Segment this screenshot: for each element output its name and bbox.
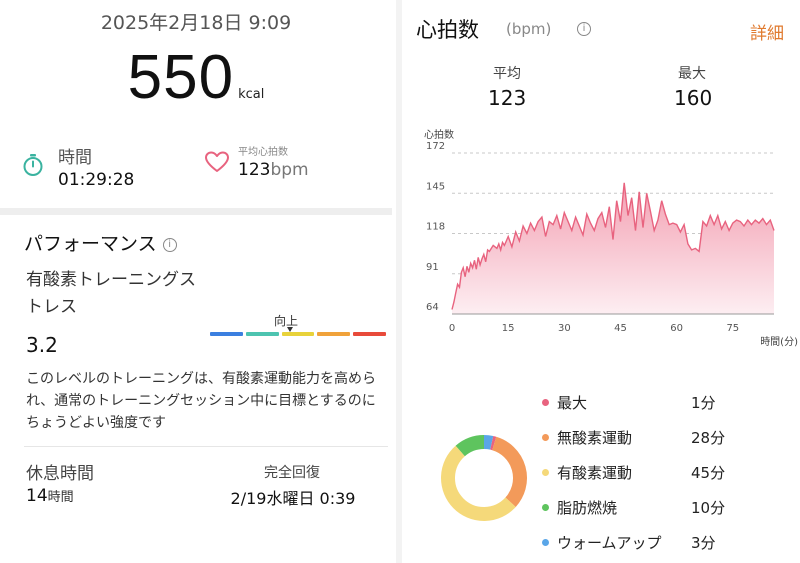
zone-legend-row: 脂肪燃焼 10分 (542, 497, 782, 517)
zone-minutes: 28分 (691, 429, 726, 447)
zone-legend-row: 最大 1分 (542, 392, 782, 412)
rest-time-value: 14時間 (26, 486, 74, 506)
zone-name: ウォームアップ (557, 534, 662, 552)
scale-segment (245, 332, 279, 336)
duration-value: 01:29:28 (58, 170, 135, 190)
x-axis-label: 時間(分) (760, 336, 798, 348)
heart-rate-chart: 心拍数 時間(分) 64 91 118 145 172 0 15 30 45 60 75 (424, 128, 798, 348)
heart-rate-line (451, 182, 775, 310)
zone-slice (441, 445, 516, 521)
y-axis-label: 心拍数 (424, 128, 454, 141)
full-recovery-label: 完全回復 (264, 465, 320, 481)
zone-name: 脂肪燃焼 (557, 499, 618, 517)
aerobic-stress-label: 有酸素トレーニングストレス (26, 270, 196, 317)
zone-name: 最大 (557, 394, 588, 412)
row-divider (24, 446, 388, 447)
zone-color-dot (542, 539, 549, 546)
hr-average-label: 平均 (493, 66, 521, 82)
section-divider (0, 208, 392, 215)
scale-segment (353, 332, 386, 336)
heart-rate-title: 心拍数 (416, 18, 479, 42)
zone-minutes: 1分 (691, 394, 716, 412)
rest-time-number: 14 (26, 486, 48, 506)
duration-label: 時間 (58, 148, 92, 168)
zone-slice (490, 436, 497, 451)
zone-name: 無酸素運動 (557, 429, 633, 447)
zone-color-dot (542, 434, 549, 441)
y-tick-label: 172 (426, 141, 445, 152)
stopwatch-icon (22, 153, 44, 181)
info-icon[interactable]: i (162, 238, 177, 252)
performance-title-text: パフォーマンス (24, 233, 157, 255)
full-recovery-value: 2/19水曜日 0:39 (230, 489, 356, 508)
x-tick-label: 45 (614, 323, 627, 334)
zone-legend-row: 無酸素運動 28分 (542, 427, 782, 447)
zone-name: 有酸素運動 (557, 464, 633, 482)
heart-rate-unit: (bpm) (506, 20, 552, 38)
zone-minutes: 10分 (691, 499, 726, 517)
zone-slice (483, 434, 494, 450)
zone-minutes: 45分 (691, 464, 726, 482)
y-tick-label: 91 (426, 262, 439, 273)
hr-max-label: 最大 (678, 66, 706, 82)
scale-segment (210, 332, 243, 336)
zone-legend-row: 有酸素運動 45分 (542, 462, 782, 482)
calories-unit: kcal (238, 87, 265, 102)
scale-segment (281, 332, 315, 336)
calories-value: 550 (127, 43, 235, 112)
heart-rate-panel: 心拍数 (bpm) i 詳細 平均 123 最大 160 心拍数 時間(分) 6… (402, 0, 800, 563)
x-tick-label: 30 (558, 323, 571, 334)
avg-heart-rate-label: 平均心拍数 (238, 147, 288, 158)
aerobic-stress-value: 3.2 (26, 333, 58, 357)
hr-average-value: 123 (488, 86, 527, 110)
zone-legend-row: ウォームアップ 3分 (542, 532, 782, 552)
zone-donut-chart (441, 434, 527, 521)
performance-title: パフォーマンス i (24, 229, 177, 256)
detail-link[interactable]: 詳細 (750, 24, 784, 44)
zone-color-dot (542, 399, 549, 406)
zone-slice (455, 435, 485, 457)
y-tick-label: 118 (426, 222, 445, 233)
scale-segment (317, 332, 351, 336)
x-tick-label: 0 (449, 323, 455, 334)
zone-minutes: 3分 (691, 534, 716, 552)
x-tick-label: 60 (670, 323, 683, 334)
x-tick-label: 75 (726, 323, 739, 334)
heart-icon (204, 151, 230, 177)
heart-rate-area (452, 182, 774, 314)
x-tick-label: 15 (502, 323, 515, 334)
avg-heart-rate-value: 123bpm (238, 160, 309, 180)
hr-max-value: 160 (674, 86, 713, 110)
panel-separator (396, 0, 402, 563)
zone-color-dot (542, 504, 549, 511)
zone-color-dot (542, 469, 549, 476)
rest-time-unit: 時間 (47, 490, 74, 505)
y-tick-label: 145 (426, 181, 445, 192)
workout-summary-panel: 2025年2月18日 9:09 550 kcal 時間 01:29:28 平均心拍… (0, 0, 392, 563)
calories-display: 550 kcal (0, 42, 392, 113)
training-description: このレベルのトレーニングは、有酸素運動能力を高められ、通常のトレーニングセッショ… (26, 371, 376, 431)
avg-heart-rate-number: 123 (238, 160, 271, 180)
y-tick-label: 64 (426, 302, 439, 313)
scale-bars (210, 332, 386, 336)
workout-datetime: 2025年2月18日 9:09 (100, 12, 292, 34)
zone-slice (491, 436, 527, 507)
heart-rate-info-icon[interactable]: i (577, 22, 591, 36)
avg-heart-rate-unit: bpm (270, 160, 309, 180)
scale-marker-triangle (287, 327, 293, 332)
scale-marker-label: 向上 (274, 314, 299, 328)
rest-time-label: 休息時間 (26, 464, 94, 484)
